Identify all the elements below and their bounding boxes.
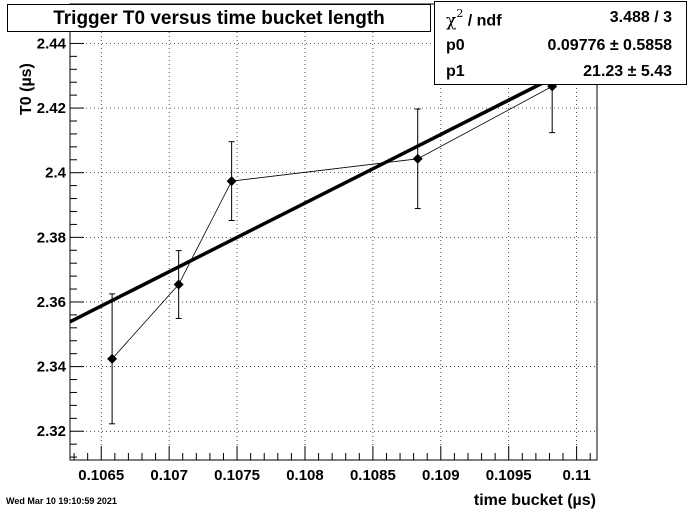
y-tick-label: 2.34 <box>37 359 67 376</box>
chart-title: Trigger T0 versus time bucket length <box>7 4 431 32</box>
x-tick-label: 0.109 <box>422 467 460 484</box>
y-tick-label: 2.36 <box>37 294 66 311</box>
data-point <box>226 176 237 187</box>
x-tick-label: 0.107 <box>150 467 188 484</box>
y-axis-label: T0 (µs) <box>18 63 35 115</box>
chi2-ndf-value: 3.488 / 3 <box>609 9 672 26</box>
data-point <box>412 153 423 164</box>
p1-label: p1 <box>446 63 465 80</box>
y-tick-label: 2.44 <box>37 35 67 52</box>
y-tick-label: 2.42 <box>37 100 66 117</box>
timestamp: Wed Mar 10 19:10:59 2021 <box>6 496 117 506</box>
chi2-ndf-label: / ndf <box>467 12 502 30</box>
y-tick-label: 2.32 <box>37 423 66 440</box>
x-tick-label: 0.1075 <box>214 467 260 484</box>
p0-value: 0.09776 ± 0.5858 <box>547 37 672 54</box>
x-tick-label: 0.11 <box>562 467 590 484</box>
p0-label: p0 <box>446 37 465 54</box>
p1-value: 21.23 ± 5.43 <box>583 63 672 80</box>
x-tick-label: 0.108 <box>286 467 324 484</box>
linear-fit-line <box>69 54 598 324</box>
x-tick-label: 0.1085 <box>350 467 396 484</box>
y-tick-label: 2.4 <box>45 165 67 182</box>
axes: 0.1065 0.107 0.1075 0.108 0.1085 0.109 0.1095 0… <box>37 3 598 484</box>
x-tick-label: 0.1095 <box>486 467 532 484</box>
p0-row: p0 0.09776 ± 0.5858 <box>435 32 686 59</box>
y-tick-label: 2.38 <box>37 229 66 246</box>
fit-statistics-box: χ2 / ndf 3.488 / 3 p0 0.09776 ± 0.5858 p… <box>434 1 687 85</box>
x-axis-label: time bucket (µs) <box>473 492 596 509</box>
data-point <box>107 353 118 364</box>
fit-line <box>69 54 598 324</box>
chi-squared-symbol: χ2 <box>446 7 464 31</box>
chi2-ndf-row: χ2 / ndf 3.488 / 3 <box>435 4 686 31</box>
data-point <box>173 279 184 290</box>
p1-row: p1 21.23 ± 5.43 <box>435 58 686 85</box>
x-tick-label: 0.1065 <box>78 467 124 484</box>
